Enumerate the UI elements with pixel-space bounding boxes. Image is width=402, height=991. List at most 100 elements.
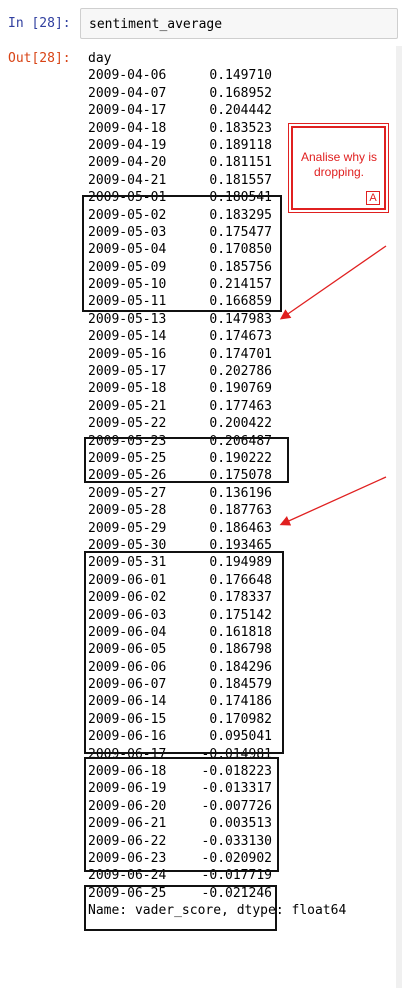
series-row: 2009-04-18 0.183523 — [88, 120, 388, 137]
row-value: 0.193465 — [209, 537, 272, 553]
code-text[interactable]: sentiment_average — [89, 17, 223, 32]
row-value: 0.161818 — [209, 624, 272, 640]
row-value: -0.033130 — [201, 833, 272, 849]
row-date: 2009-05-23 — [88, 433, 167, 449]
series-row: 2009-06-15 0.170982 — [88, 711, 388, 728]
series-row: 2009-05-17 0.202786 — [88, 363, 388, 380]
row-date: 2009-04-21 — [88, 172, 167, 188]
index-name: day — [88, 51, 112, 66]
row-value: 0.190769 — [209, 381, 272, 397]
row-date: 2009-05-09 — [88, 259, 167, 275]
row-date: 2009-06-24 — [88, 868, 167, 884]
series-row: 2009-05-10 0.214157 — [88, 276, 388, 293]
row-date: 2009-05-14 — [88, 329, 167, 345]
row-value: 0.183295 — [209, 207, 272, 223]
annotation-note-text: Analise why is dropping. — [300, 150, 378, 179]
row-value: 0.200422 — [209, 416, 272, 432]
row-value: 0.181151 — [209, 155, 272, 171]
row-value: 0.175142 — [209, 607, 272, 623]
row-date: 2009-05-31 — [88, 555, 167, 571]
series-row: 2009-05-03 0.175477 — [88, 224, 388, 241]
row-date: 2009-06-16 — [88, 729, 167, 745]
series-row: 2009-05-29 0.186463 — [88, 520, 388, 537]
row-value: 0.184296 — [209, 659, 272, 675]
series-row: 2009-04-06 0.149710 — [88, 67, 388, 84]
series-row: 2009-04-07 0.168952 — [88, 85, 388, 102]
row-value: -0.020902 — [201, 850, 272, 866]
row-value: 0.185756 — [209, 259, 272, 275]
row-date: 2009-06-06 — [88, 659, 167, 675]
row-date: 2009-06-20 — [88, 798, 167, 814]
row-value: 0.174673 — [209, 329, 272, 345]
row-value: -0.013317 — [201, 781, 272, 797]
row-value: 0.175078 — [209, 468, 272, 484]
row-date: 2009-04-19 — [88, 137, 167, 153]
row-date: 2009-05-21 — [88, 398, 167, 414]
row-value: 0.214157 — [209, 277, 272, 293]
row-value: 0.003513 — [209, 816, 272, 832]
row-date: 2009-06-02 — [88, 590, 167, 606]
row-value: 0.170982 — [209, 711, 272, 727]
row-value: -0.017719 — [201, 868, 272, 884]
row-date: 2009-05-25 — [88, 450, 167, 466]
row-value: 0.095041 — [209, 729, 272, 745]
series-row: 2009-06-22 -0.033130 — [88, 833, 388, 850]
row-date: 2009-06-15 — [88, 711, 167, 727]
row-value: 0.204442 — [209, 103, 272, 119]
row-date: 2009-04-18 — [88, 120, 167, 136]
row-date: 2009-05-10 — [88, 277, 167, 293]
row-value: 0.166859 — [209, 294, 272, 310]
series-row: 2009-05-30 0.193465 — [88, 537, 388, 554]
series-row: 2009-06-23 -0.020902 — [88, 850, 388, 867]
series-row: 2009-06-03 0.175142 — [88, 607, 388, 624]
row-date: 2009-05-17 — [88, 364, 167, 380]
row-date: 2009-05-16 — [88, 346, 167, 362]
row-value: 0.174701 — [209, 346, 272, 362]
row-value: 0.189118 — [209, 137, 272, 153]
annotation-note: Analise why is dropping. A — [288, 123, 389, 213]
series-row: 2009-06-01 0.176648 — [88, 572, 388, 589]
row-date: 2009-04-20 — [88, 155, 167, 171]
row-date: 2009-04-17 — [88, 103, 167, 119]
row-date: 2009-05-26 — [88, 468, 167, 484]
row-date: 2009-05-04 — [88, 242, 167, 258]
series-row: 2009-04-21 0.181557 — [88, 172, 388, 189]
row-date: 2009-06-17 — [88, 746, 167, 762]
series-row: 2009-05-27 0.136196 — [88, 485, 388, 502]
series-row: 2009-05-09 0.185756 — [88, 259, 388, 276]
row-date: 2009-05-13 — [88, 311, 167, 327]
output-area: day 2009-04-06 0.149710 2009-04-07 0.168952… — [88, 50, 388, 920]
code-input-cell[interactable]: sentiment_average — [80, 8, 398, 39]
series-row: 2009-05-11 0.166859 — [88, 293, 388, 310]
row-value: 0.147983 — [209, 311, 272, 327]
series-row: 2009-05-22 0.200422 — [88, 415, 388, 432]
series-row: 2009-04-17 0.204442 — [88, 102, 388, 119]
series-row: 2009-05-13 0.147983 — [88, 311, 388, 328]
row-date: 2009-05-27 — [88, 485, 167, 501]
series-row: 2009-06-21 0.003513 — [88, 815, 388, 832]
series-row: 2009-06-16 0.095041 — [88, 728, 388, 745]
series-row: 2009-06-25 -0.021246 — [88, 885, 388, 902]
series-row: 2009-05-26 0.175078 — [88, 467, 388, 484]
row-value: 0.183523 — [209, 120, 272, 136]
row-date: 2009-06-21 — [88, 816, 167, 832]
series-row: 2009-06-19 -0.013317 — [88, 780, 388, 797]
row-date: 2009-06-14 — [88, 694, 167, 710]
row-date: 2009-05-30 — [88, 537, 167, 553]
row-date: 2009-06-18 — [88, 764, 167, 780]
series-row: 2009-06-05 0.186798 — [88, 641, 388, 658]
series-row: 2009-05-04 0.170850 — [88, 241, 388, 258]
row-value: 0.170850 — [209, 242, 272, 258]
series-footer: Name: vader_score, dtype: float64 — [88, 903, 347, 919]
row-date: 2009-05-22 — [88, 416, 167, 432]
series-row: 2009-05-23 0.206487 — [88, 433, 388, 450]
row-date: 2009-06-04 — [88, 624, 167, 640]
annotation-note-tag: A — [366, 191, 380, 205]
row-value: 0.180541 — [209, 190, 272, 206]
row-date: 2009-04-06 — [88, 68, 167, 84]
row-value: 0.186798 — [209, 642, 272, 658]
row-date: 2009-05-28 — [88, 503, 167, 519]
series-row: 2009-05-16 0.174701 — [88, 346, 388, 363]
series-row: 2009-05-18 0.190769 — [88, 380, 388, 397]
output-scrollbar[interactable] — [396, 46, 402, 988]
